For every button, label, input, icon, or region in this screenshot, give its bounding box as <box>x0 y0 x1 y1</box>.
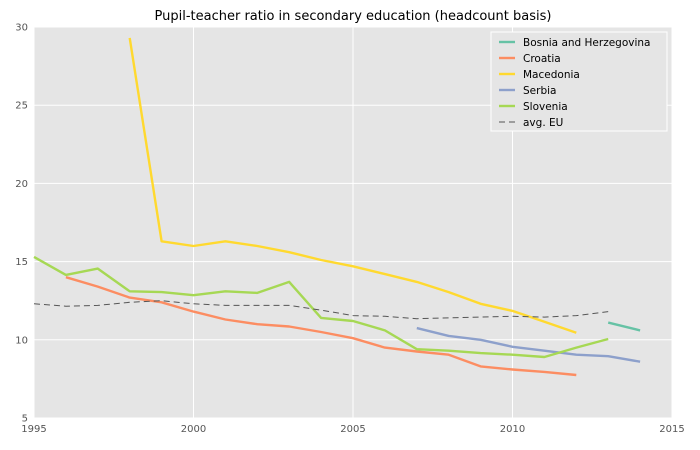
series-line-macedonia <box>128 37 577 334</box>
series-line-bosnia-and-herzegovina <box>607 321 641 332</box>
x-tick-label: 1995 <box>21 424 46 435</box>
y-tick-label: 5 <box>22 414 28 425</box>
legend-label: Slovenia <box>523 101 568 113</box>
legend-label: Macedonia <box>523 69 580 81</box>
y-tick-label: 10 <box>15 335 28 346</box>
x-tick-label: 2010 <box>500 424 525 435</box>
series-line-croatia <box>65 276 577 377</box>
x-tick-label: 2015 <box>659 424 684 435</box>
x-tick-label: 2005 <box>340 424 365 435</box>
legend-box <box>490 31 668 132</box>
x-axis-ticks: 1995 2000 2005 2010 2015 <box>21 424 684 435</box>
legend: Bosnia and Herzegovina Croatia Macedonia Se… <box>490 31 668 132</box>
y-tick-label: 30 <box>15 23 28 34</box>
chart-title: Pupil-teacher ratio in secondary educati… <box>155 9 552 24</box>
legend-label: Croatia <box>523 53 561 65</box>
legend-label: Bosnia and Herzegovina <box>523 37 651 49</box>
legend-label: avg. EU <box>523 117 563 129</box>
y-tick-label: 20 <box>15 179 28 190</box>
series-layer <box>33 37 641 377</box>
legend-label: Serbia <box>523 85 556 97</box>
series-line-avg-eu <box>33 300 609 320</box>
y-tick-label: 15 <box>15 257 28 268</box>
y-tick-label: 25 <box>15 101 28 112</box>
y-axis-ticks: 5 10 15 20 25 30 <box>15 23 28 425</box>
x-tick-label: 2000 <box>181 424 206 435</box>
series-line-slovenia <box>33 255 609 359</box>
series-line-serbia <box>416 326 641 363</box>
